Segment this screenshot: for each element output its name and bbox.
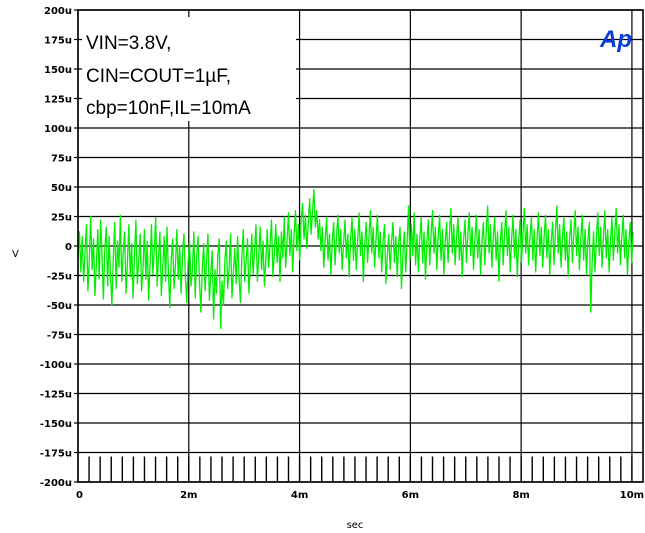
y-tick-label: 75u: [51, 154, 72, 165]
annotation-vin: VIN=3.8V,: [86, 33, 171, 54]
y-axis-label: V: [12, 249, 19, 260]
ap-logo: Ap: [599, 26, 632, 53]
y-tick-label: -200u: [40, 478, 72, 489]
annotation-cbp-il: cbp=10nF,IL=10mA: [86, 98, 251, 119]
plot-frame: [77, 9, 644, 483]
y-tick-label: 125u: [44, 95, 72, 106]
y-tick-label: -50u: [47, 301, 72, 312]
y-tick-label: 0: [65, 242, 72, 253]
y-tick-labels: 200u 175u 150u 125u 100u 75u 50u 25u 0 -25u -50u -7…: [40, 6, 72, 489]
y-tick-label: -100u: [40, 360, 72, 371]
annotation-block: VIN=3.8V, CIN=COUT=1µF, cbp=10nF,IL=10mA: [82, 17, 296, 121]
y-tick-label: 175u: [44, 36, 72, 47]
annotation-cin-cout: CIN=COUT=1µF,: [86, 66, 231, 87]
x-tick-labels: 0 2m 4m 6m 8m 10m: [76, 490, 644, 501]
y-tick-label: 150u: [44, 65, 72, 76]
x-tick-label: 4m: [291, 490, 308, 501]
y-tick-label: 100u: [44, 124, 72, 135]
y-tick-label: 50u: [51, 183, 72, 194]
x-axis-label: sec: [347, 520, 364, 531]
y-tick-label: -175u: [40, 449, 72, 460]
x-tick-label: 10m: [620, 490, 644, 501]
y-tick-label: -75u: [47, 331, 72, 342]
x-tick-label: 6m: [402, 490, 419, 501]
y-tick-label: -150u: [40, 419, 72, 430]
x-tick-label: 2m: [180, 490, 197, 501]
annotation-background: [82, 17, 296, 121]
series-layer: [77, 188, 634, 330]
y-tick-label: -125u: [40, 390, 72, 401]
x-tick-label: 8m: [512, 490, 529, 501]
y-tick-label: 200u: [44, 6, 72, 17]
y-tick-label: 25u: [51, 213, 72, 224]
y-tick-label: -25u: [47, 272, 72, 283]
x-tick-label: 0: [76, 490, 83, 501]
noise-series-line: [77, 188, 634, 330]
